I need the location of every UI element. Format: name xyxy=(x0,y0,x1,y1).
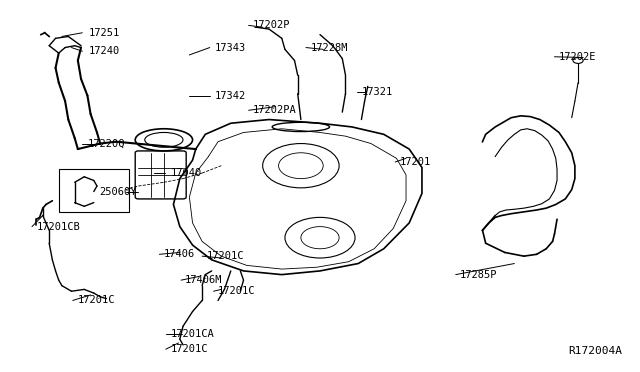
Text: R172004A: R172004A xyxy=(569,346,623,356)
Text: 25060Y: 25060Y xyxy=(99,186,136,196)
Text: 17202P: 17202P xyxy=(253,20,291,31)
Text: 17202PA: 17202PA xyxy=(253,105,297,115)
Text: 17201CB: 17201CB xyxy=(36,222,80,232)
Text: 17240: 17240 xyxy=(89,46,120,56)
Text: 17342: 17342 xyxy=(215,90,246,100)
Text: 17321: 17321 xyxy=(362,87,393,97)
Text: 17040: 17040 xyxy=(170,168,202,178)
Text: 17251: 17251 xyxy=(89,28,120,38)
Text: 17201C: 17201C xyxy=(218,286,255,296)
Text: 17406M: 17406M xyxy=(185,275,223,285)
Text: 17201C: 17201C xyxy=(207,251,244,261)
Text: 17201C: 17201C xyxy=(170,344,208,354)
Text: 17343: 17343 xyxy=(215,42,246,52)
Text: 17406: 17406 xyxy=(164,249,195,259)
Text: 17285P: 17285P xyxy=(460,270,498,280)
Text: 17220Q: 17220Q xyxy=(88,138,125,148)
Text: 17201CA: 17201CA xyxy=(170,329,214,339)
Text: 17201C: 17201C xyxy=(78,295,115,305)
Text: 17201: 17201 xyxy=(399,157,431,167)
Text: 17228M: 17228M xyxy=(310,42,348,52)
Text: 17202E: 17202E xyxy=(559,52,596,62)
